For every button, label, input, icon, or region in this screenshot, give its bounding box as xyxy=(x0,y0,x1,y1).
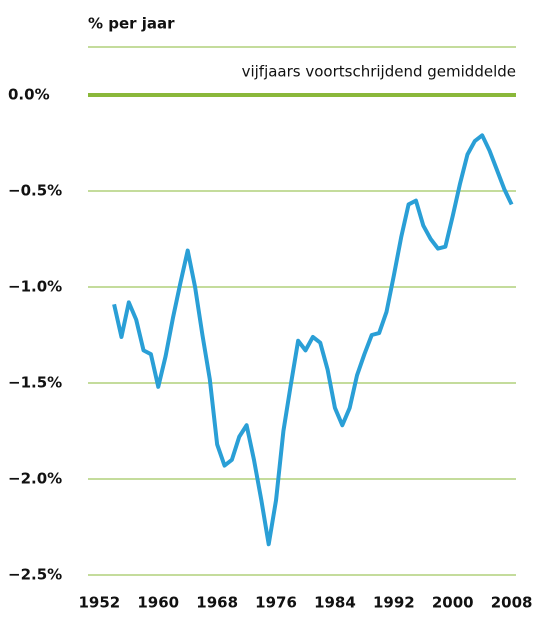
y-tick-label: −1.0% xyxy=(8,278,62,296)
x-tick-label: 1984 xyxy=(314,594,356,612)
x-tick-label: 2000 xyxy=(432,594,474,612)
x-tick-label: 1992 xyxy=(373,594,415,612)
y-tick-label: −2.0% xyxy=(8,470,62,488)
x-tick-label: 1968 xyxy=(196,594,238,612)
data-line xyxy=(112,133,514,547)
x-tick-label: 1976 xyxy=(255,594,297,612)
y-tick-label: −0.5% xyxy=(8,182,62,200)
chart-title: % per jaar xyxy=(88,15,175,33)
y-tick-label: −2.5% xyxy=(8,566,62,584)
annotation: vijfjaars voortschrijdend gemiddelde xyxy=(242,63,516,81)
y-tick-label: −1.5% xyxy=(8,374,62,392)
x-tick-label: 1960 xyxy=(137,594,179,612)
x-tick-label: 2008 xyxy=(491,594,533,612)
x-tick-label: 1952 xyxy=(78,594,120,612)
y-tick-label: 0.0% xyxy=(8,86,50,104)
